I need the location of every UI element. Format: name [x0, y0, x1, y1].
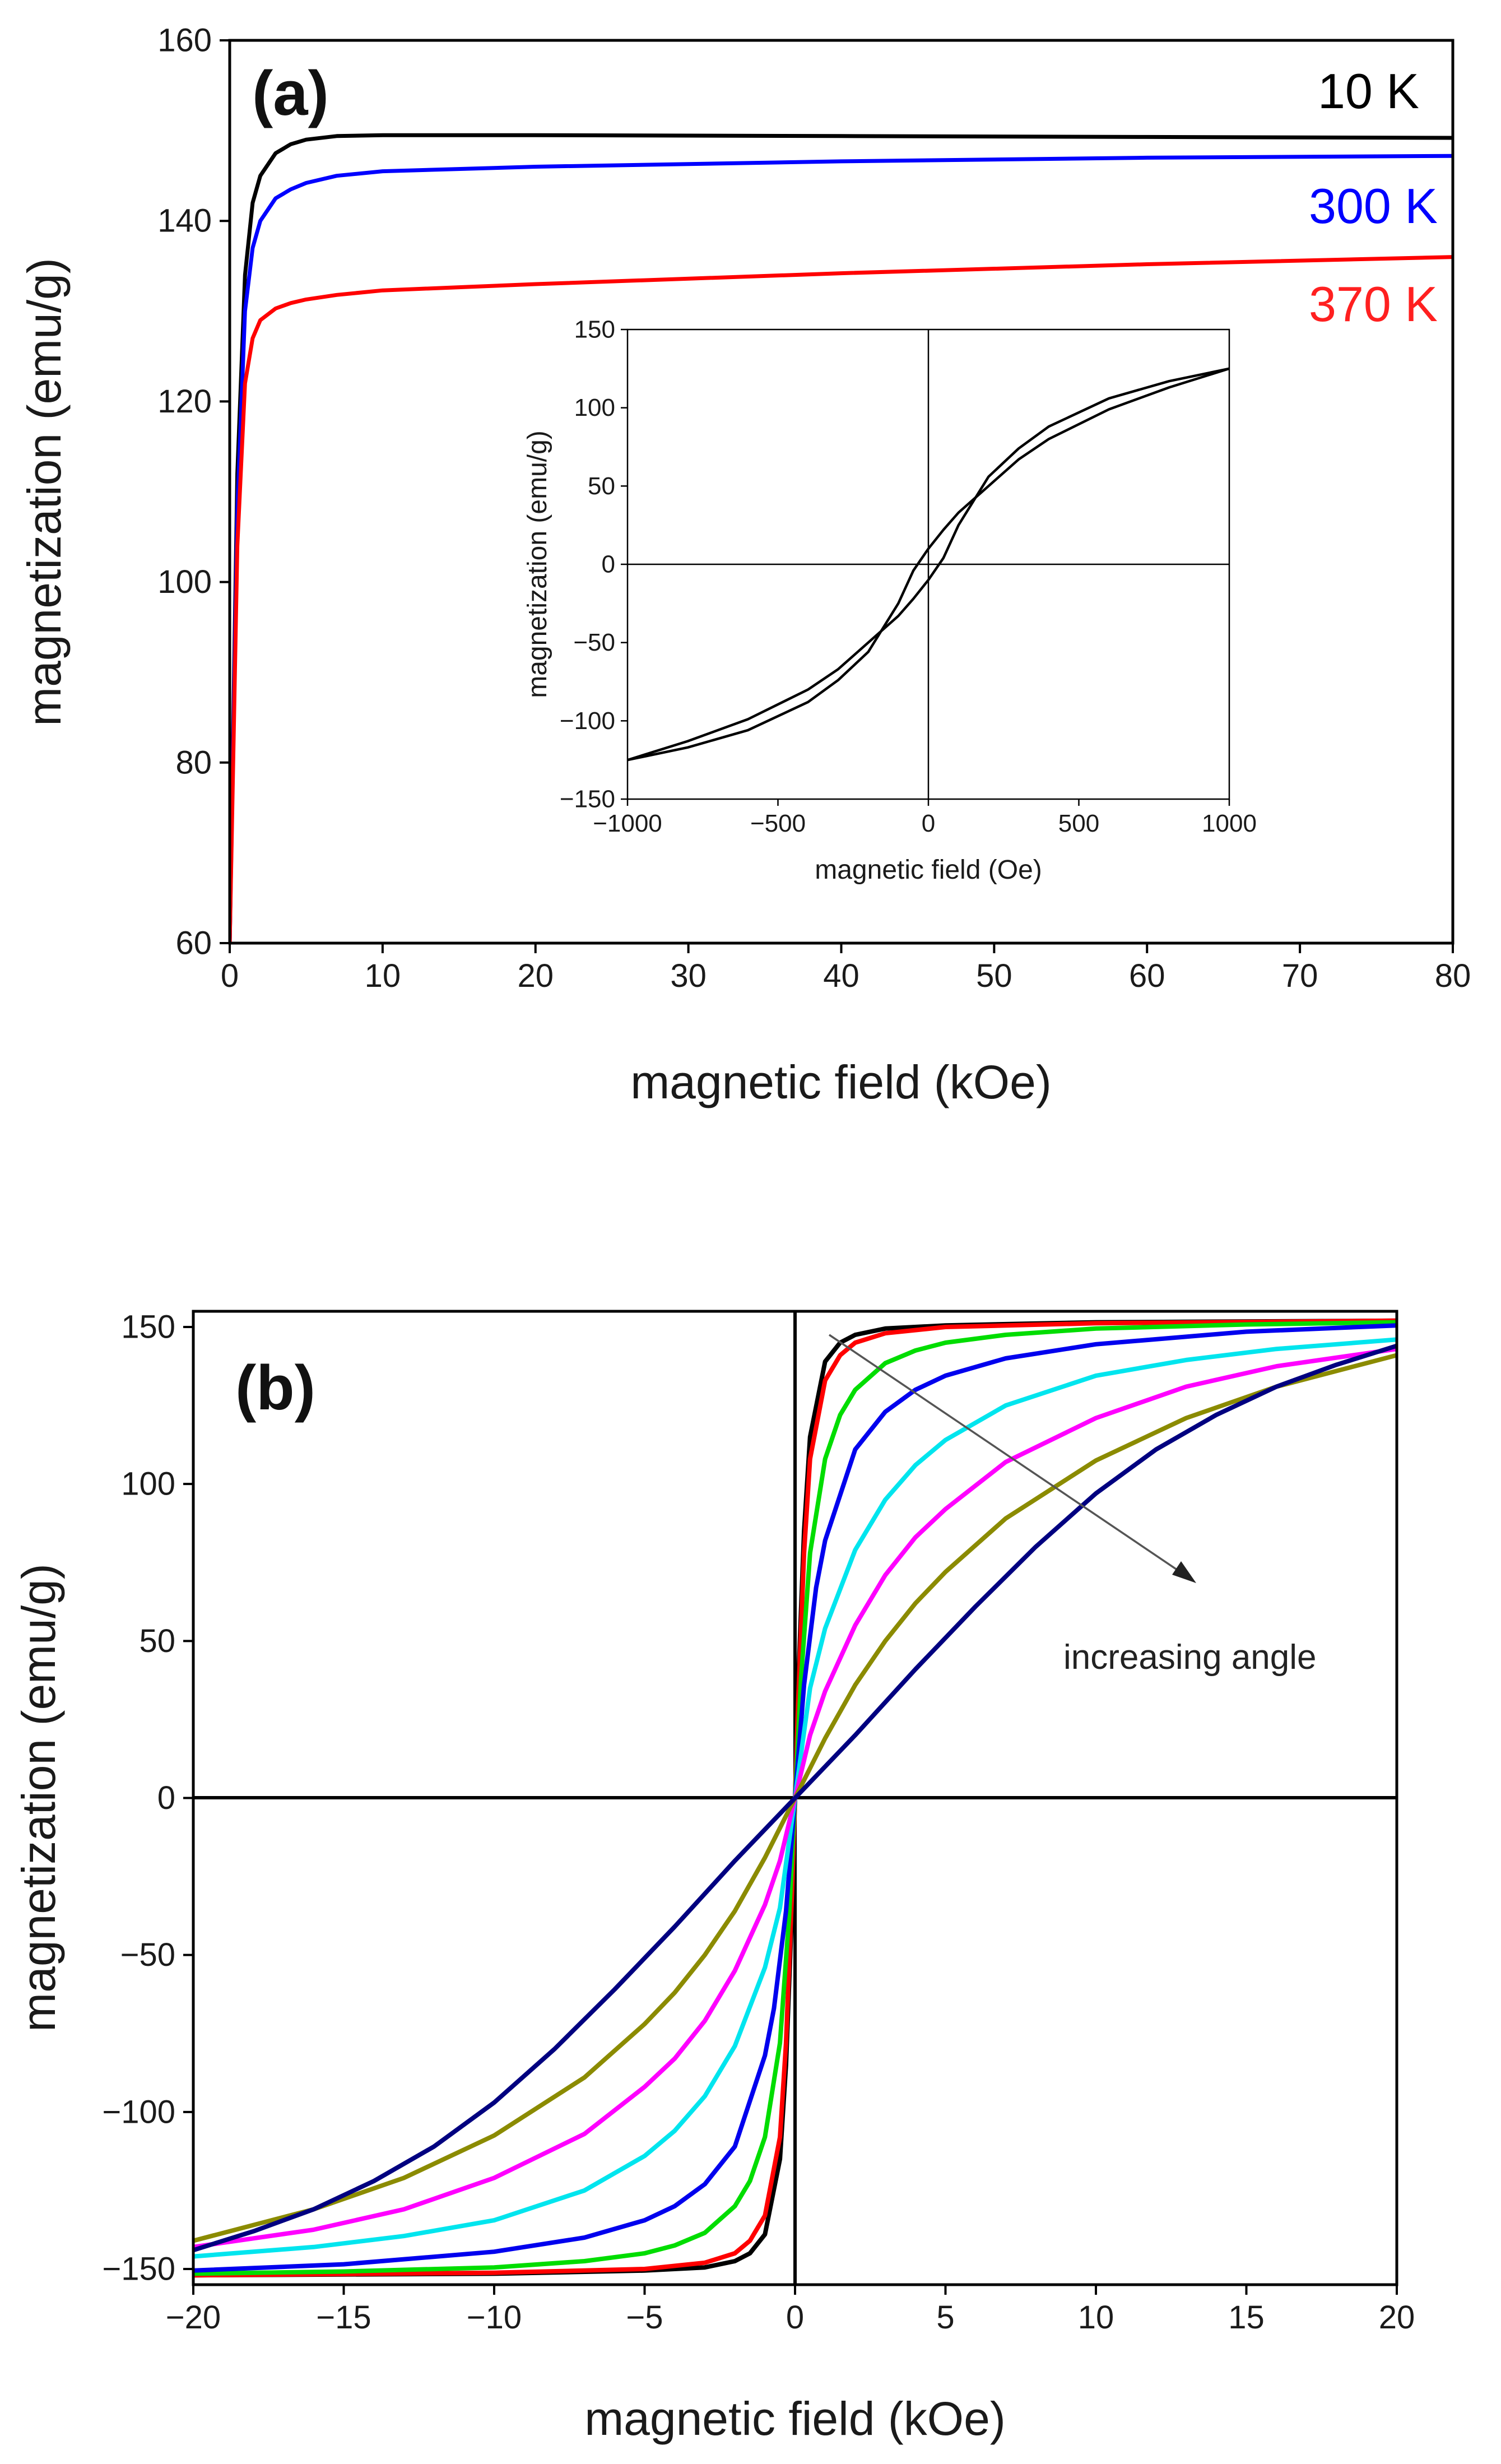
panel-a-x-tick-label: 0 — [221, 958, 239, 994]
inset-x-tick-label: −1000 — [593, 810, 662, 837]
series-line-10k — [230, 133, 1453, 943]
panel-b-y-axis-title: magnetization (emu/g) — [12, 1563, 65, 2032]
panel-b-y-tick-label: 100 — [121, 1466, 175, 1502]
inset-y-axis-title: magnetization (emu/g) — [523, 430, 552, 698]
panel-a-x-tick-label: 30 — [670, 958, 707, 994]
panel-b-x-tick-label: 10 — [1078, 2299, 1114, 2336]
panel-a-x-tick-label: 40 — [823, 958, 859, 994]
panel-a-ticks: 0 10 20 30 40 50 60 70 80 60 80 100 120 140 160 — [157, 22, 1471, 995]
inset-x-tick-label: 500 — [1058, 810, 1099, 837]
panel-a-x-tick-label: 50 — [976, 958, 1012, 994]
panel-a-y-tick-label: 140 — [157, 203, 212, 239]
inset-series — [628, 367, 1229, 762]
panel-a-y-tick-label: 120 — [157, 383, 212, 420]
panel-b-x-tick-label: 15 — [1228, 2299, 1265, 2336]
panel-b: −20 −15 −10 −5 0 5 10 15 20−150−100−50050100150 … — [12, 1309, 1415, 2445]
inset-x-tick-label: −500 — [750, 810, 806, 837]
panel-a-y-tick-label: 160 — [157, 22, 212, 59]
increasing-angle-arrow-line — [829, 1334, 1178, 1571]
inset-loop-branch-2 — [628, 367, 1229, 762]
panel-b-x-tick-label: 5 — [936, 2299, 954, 2336]
series-line-370k — [230, 255, 1453, 943]
inset-y-tick-label: 150 — [574, 316, 615, 344]
inset-x-tick-label: 1000 — [1202, 810, 1257, 837]
panel-b-x-tick-label: 20 — [1379, 2299, 1415, 2336]
inset-y-tick-label: 0 — [602, 551, 615, 578]
panel-a-x-tick-label: 60 — [1129, 958, 1165, 994]
panel-a-x-tick-label: 80 — [1435, 958, 1471, 994]
inset-x-tick-label: 0 — [922, 810, 935, 837]
legend-label-370k: 370 K — [1309, 276, 1438, 332]
panel-b-x-tick-label: −5 — [626, 2299, 663, 2336]
panel-a-x-tick-label: 10 — [365, 958, 401, 994]
panel-a: 0 10 20 30 40 50 60 70 80 60 80 100 120 140 160 (a) 10… — [18, 22, 1471, 1109]
panel-a-y-tick-label: 100 — [157, 564, 212, 600]
panel-b-y-tick-label: −100 — [102, 2094, 175, 2130]
inset-loop-branch-1 — [628, 367, 1229, 762]
legend-label-10k: 10 K — [1318, 63, 1419, 119]
panel-a-x-tick-label: 20 — [517, 958, 554, 994]
panel-b-label: (b) — [235, 1353, 315, 1423]
panel-a-label: (a) — [252, 58, 329, 128]
panel-a-x-axis-title: magnetic field (kOe) — [630, 1056, 1052, 1108]
series-line-300k — [230, 154, 1453, 943]
inset-y-tick-label: −100 — [560, 707, 615, 735]
legend-label-300k: 300 K — [1309, 178, 1438, 234]
series-line-navy — [193, 1343, 1397, 2253]
panel-b-x-tick-label: −10 — [467, 2299, 522, 2336]
panel-b-y-tick-label: 150 — [121, 1309, 175, 1345]
panel-b-x-axis-title: magnetic field (kOe) — [584, 2392, 1006, 2445]
panel-b-x-tick-label: 0 — [786, 2299, 804, 2336]
inset-y-tick-label: −50 — [573, 629, 615, 656]
panel-b-x-tick-label: −20 — [166, 2299, 221, 2336]
increasing-angle-arrowhead — [1172, 1561, 1196, 1583]
panel-b-series — [193, 1318, 1397, 2278]
inset-y-tick-label: 100 — [574, 394, 615, 421]
panel-a-x-tick-label: 70 — [1282, 958, 1318, 994]
inset-x-axis-title: magnetic field (Oe) — [815, 855, 1042, 885]
panel-b-y-tick-label: 50 — [139, 1623, 175, 1659]
panel-b-y-tick-label: 0 — [157, 1780, 175, 1816]
panel-b-x-tick-label: −15 — [316, 2299, 371, 2336]
panel-b-y-tick-label: −50 — [120, 1937, 175, 1973]
panel-a-y-axis-title: magnetization (emu/g) — [18, 258, 71, 726]
inset-y-tick-label: 50 — [588, 472, 615, 500]
panel-a-y-tick-label: 80 — [175, 744, 212, 781]
panel-a-series — [230, 133, 1453, 943]
panel-a-y-tick-label: 60 — [175, 925, 212, 962]
increasing-angle-annotation: increasing angle — [1063, 1638, 1317, 1677]
inset-y-tick-label: −150 — [560, 786, 615, 813]
panel-b-y-tick-label: −150 — [102, 2250, 175, 2287]
